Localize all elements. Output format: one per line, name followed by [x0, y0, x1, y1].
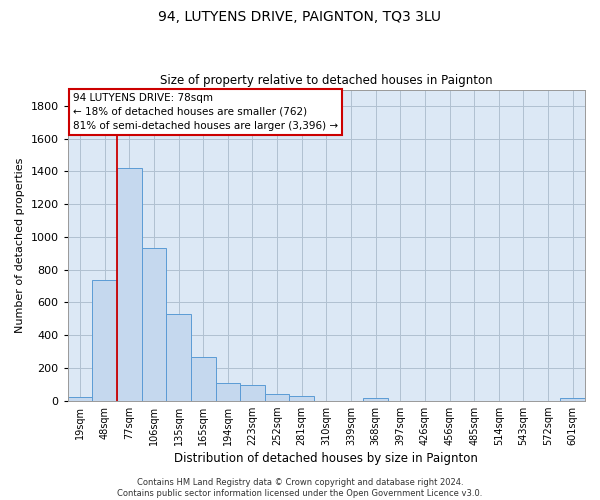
Bar	[560, 398, 585, 400]
Bar	[191, 358, 215, 401]
Text: 94, LUTYENS DRIVE, PAIGNTON, TQ3 3LU: 94, LUTYENS DRIVE, PAIGNTON, TQ3 3LU	[158, 10, 442, 24]
Text: Contains HM Land Registry data © Crown copyright and database right 2024.
Contai: Contains HM Land Registry data © Crown c…	[118, 478, 482, 498]
X-axis label: Distribution of detached houses by size in Paignton: Distribution of detached houses by size …	[175, 452, 478, 465]
Bar	[117, 168, 142, 400]
Text: 94 LUTYENS DRIVE: 78sqm
← 18% of detached houses are smaller (762)
81% of semi-d: 94 LUTYENS DRIVE: 78sqm ← 18% of detache…	[73, 92, 338, 130]
Bar	[166, 314, 191, 400]
Bar	[265, 394, 289, 400]
Bar	[68, 397, 92, 400]
Title: Size of property relative to detached houses in Paignton: Size of property relative to detached ho…	[160, 74, 493, 87]
Bar	[240, 386, 265, 400]
Bar	[142, 248, 166, 400]
Y-axis label: Number of detached properties: Number of detached properties	[15, 158, 25, 333]
Bar	[364, 398, 388, 400]
Bar	[92, 280, 117, 400]
Bar	[289, 396, 314, 400]
Bar	[215, 384, 240, 400]
